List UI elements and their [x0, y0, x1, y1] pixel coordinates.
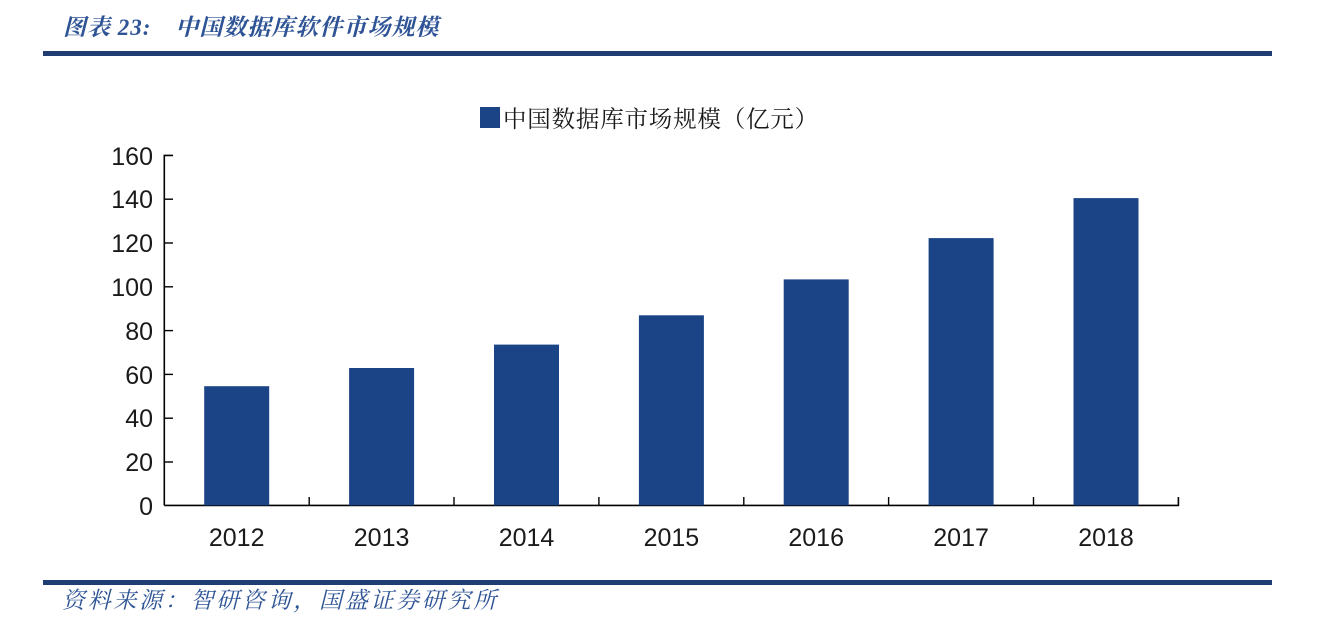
- svg-text:60: 60: [125, 362, 153, 390]
- svg-text:2014: 2014: [499, 524, 555, 552]
- svg-text:2016: 2016: [788, 524, 844, 552]
- svg-text:2015: 2015: [644, 524, 700, 552]
- svg-text:2012: 2012: [209, 524, 265, 552]
- svg-text:20: 20: [125, 449, 153, 477]
- svg-text:2013: 2013: [354, 524, 410, 552]
- svg-text:0: 0: [139, 493, 153, 521]
- svg-text:40: 40: [125, 405, 153, 433]
- svg-text:2017: 2017: [933, 524, 989, 552]
- svg-text:100: 100: [111, 274, 153, 302]
- svg-text:80: 80: [125, 318, 153, 346]
- svg-text:2018: 2018: [1078, 524, 1134, 552]
- svg-text:120: 120: [111, 230, 153, 258]
- svg-text:140: 140: [111, 186, 153, 214]
- svg-text:160: 160: [111, 143, 153, 171]
